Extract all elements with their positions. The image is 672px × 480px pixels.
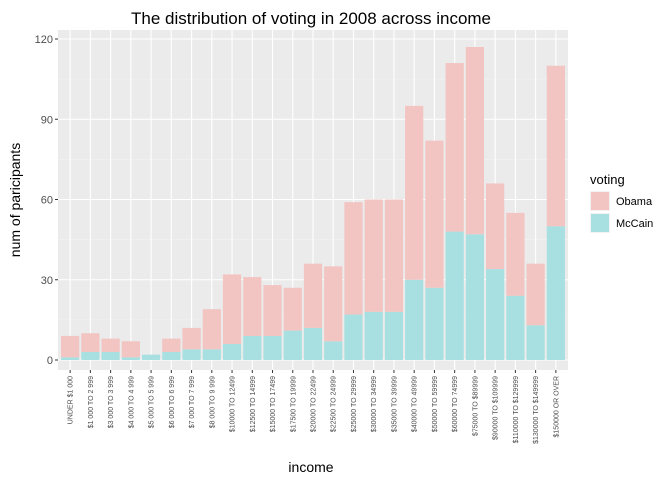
bar-mccain [222, 343, 242, 360]
bar-mccain [486, 269, 505, 360]
x-tick-label: $75000 TO $89999 [472, 376, 479, 436]
x-tick-label: $17500 TO 19999 [290, 376, 297, 432]
bar-mccain [425, 287, 444, 360]
x-tick-label: $3 000 TO 3 999 [108, 376, 115, 428]
bar-mccain [81, 351, 100, 360]
x-axis-ticks: UNDER $1 000 $1 000 TO 2 999 $3 000 TO 3 9… [68, 370, 560, 444]
y-tick-label: 90 [41, 114, 53, 126]
bar-mccain [324, 341, 343, 360]
bar-mccain [364, 311, 383, 360]
x-tick-label: $22500 TO 24999 [331, 376, 338, 432]
legend-swatch [591, 192, 609, 210]
bar-obama [405, 105, 424, 280]
bar-obama [121, 341, 140, 358]
bar-mccain [506, 295, 525, 360]
bar-obama [465, 47, 485, 235]
y-tick-label: 120 [35, 34, 53, 46]
bar-obama [283, 287, 302, 331]
bar-mccain [61, 357, 80, 360]
legend-swatch [591, 214, 609, 232]
x-tick-label: $150000 OR OVER [553, 376, 560, 437]
bar-mccain [405, 279, 424, 360]
bar-mccain [101, 351, 120, 360]
bar-mccain [121, 357, 140, 360]
x-tick-label: $25000 TO 29999 [351, 376, 358, 432]
bar-mccain [283, 330, 302, 360]
x-tick-label: $60000 TO 74999 [452, 376, 459, 432]
y-tick-label: 60 [41, 195, 53, 207]
bar-mccain [162, 351, 181, 360]
y-tick-label: 30 [41, 275, 53, 287]
x-tick-label: $6 000 TO 6 999 [169, 376, 176, 428]
bar-obama [546, 65, 565, 227]
x-tick-label: $4 000 TO 4 999 [128, 376, 135, 428]
x-tick-label: $40000 TO 49999 [412, 376, 419, 432]
x-tick-label: $10000 TO 12499 [230, 376, 237, 432]
bar-obama [324, 266, 343, 342]
x-tick-label: UNDER $1 000 [68, 376, 75, 424]
x-tick-label: $50000 TO 59999 [432, 376, 439, 432]
x-tick-label: $20000 TO 22499 [311, 376, 318, 432]
bar-obama [243, 277, 262, 336]
bar-mccain [344, 314, 363, 360]
x-tick-label: $1 000 TO 2 999 [88, 376, 95, 428]
bar-obama [182, 327, 201, 350]
bar-obama [81, 333, 100, 352]
x-axis-title: income [288, 459, 333, 475]
bar-obama [445, 63, 464, 232]
bars-layer [61, 47, 565, 360]
x-tick-label: $7 000 TO 7 999 [189, 376, 196, 428]
bar-mccain [141, 354, 161, 360]
bar-mccain [465, 234, 485, 360]
x-tick-label: $35000 TO 39999 [391, 376, 398, 432]
x-tick-label: $90000 TO $109999 [493, 376, 500, 440]
bar-obama [486, 183, 505, 270]
bar-obama [344, 202, 363, 315]
bar-obama [61, 335, 80, 358]
bar-obama [506, 212, 525, 296]
bar-obama [303, 263, 323, 328]
bar-mccain [182, 349, 201, 360]
bar-mccain [303, 327, 323, 360]
x-tick-label: $8 000 TO 9 999 [209, 376, 216, 428]
chart-title: The distribution of voting in 2008 acros… [131, 9, 491, 28]
bar-obama [425, 140, 444, 288]
bar-mccain [546, 226, 565, 360]
bar-mccain [243, 335, 262, 360]
legend: voting Obama McCain [590, 172, 653, 233]
legend-label: Obama [616, 196, 653, 208]
x-tick-label: $130000 TO $149999 [533, 376, 540, 444]
bar-mccain [445, 231, 464, 360]
bar-obama [384, 199, 404, 312]
y-axis-ticks: 0 30 60 90 120 [35, 34, 58, 367]
bar-mccain [202, 349, 221, 360]
legend-label: McCain [616, 218, 653, 230]
x-tick-label: $5 000 TO 5 999 [149, 376, 156, 428]
y-axis-title: num of paricipants [7, 143, 23, 257]
y-tick-label: 0 [47, 355, 53, 367]
x-tick-label: $30000 TO 34999 [371, 376, 378, 432]
bar-obama [222, 274, 242, 344]
x-tick-label: $15000 TO 17499 [270, 376, 277, 432]
bar-mccain [384, 311, 404, 360]
x-tick-label: $12500 TO 14999 [250, 376, 257, 432]
bar-obama [263, 285, 282, 336]
bar-mccain [526, 325, 545, 360]
bar-obama [101, 338, 120, 352]
bar-mccain [263, 335, 282, 360]
bar-obama [526, 263, 545, 326]
legend-title: voting [590, 172, 625, 187]
bar-obama [162, 338, 181, 352]
bar-obama [202, 309, 221, 350]
x-tick-label: $110000 TO $129999 [513, 376, 520, 443]
bar-obama [364, 199, 383, 312]
